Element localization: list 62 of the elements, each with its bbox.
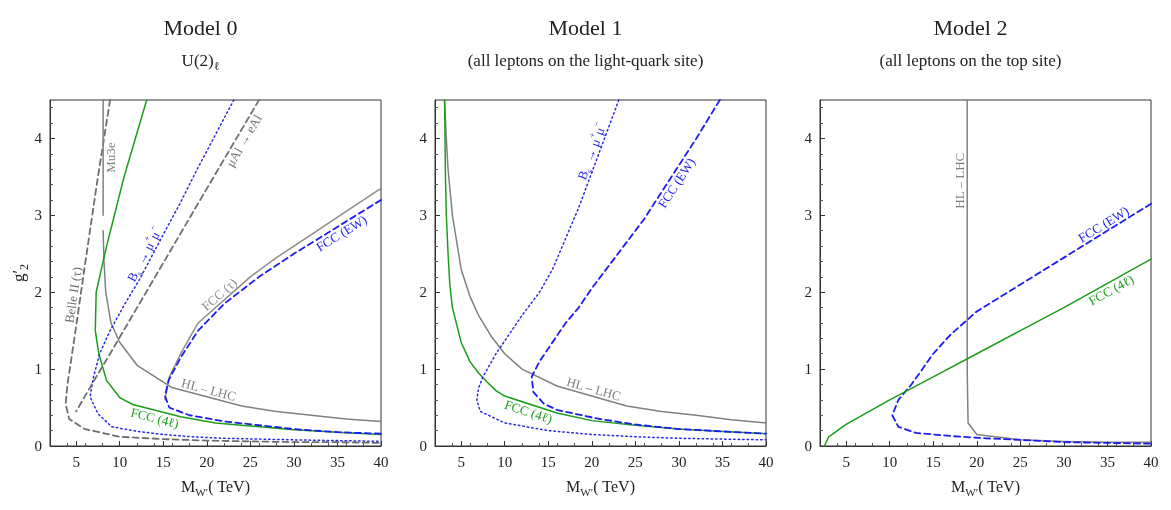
text: HL – LHC [179,375,238,404]
x-tick-label: 25 [242,453,258,470]
x-tick-label: 20 [969,453,985,470]
y-tick-label: 3 [419,207,427,224]
y-tick-label: 3 [804,207,812,224]
x-tick-label: 35 [329,453,345,470]
x-tick-label: 5 [72,453,80,470]
x-tick-label: 30 [671,453,687,470]
x-tick-label: 10 [497,453,513,470]
y-tick-label: 0 [34,438,42,454]
x-tick-label: 20 [584,453,600,470]
y-tick-label: 2 [804,284,812,301]
chart-subtitle: (all leptons on the light-quark site) [467,51,704,70]
x-tick-label: 40 [1143,453,1159,470]
line-series [966,99,1152,443]
x-tick-label: 20 [199,453,215,470]
chart-title: Model 2 [933,14,1008,40]
y-tick-label: 1 [34,361,42,378]
x-tick-label: 25 [627,453,643,470]
line-series [823,258,1152,447]
text: Belle II (τ) [61,265,85,325]
text: FCC (4ℓ) [129,404,181,432]
chart-title: Model 1 [548,14,623,40]
x-tick-label: 10 [112,453,128,470]
x-tick-label: 15 [925,453,941,470]
x-tick-label: 25 [1012,453,1028,470]
y-axis-title: g′2 [8,263,31,283]
x-tick-label: 5 [842,453,850,470]
line-series [530,99,767,435]
text: HL – LHC [564,373,623,404]
x-tick-label: 5 [457,453,465,470]
x-tick-label: 30 [1056,453,1072,470]
y-tick-label: 4 [804,130,813,147]
text: HL – LHC [952,152,968,209]
text: Mu3e [103,142,119,173]
y-tick-label: 2 [419,284,427,301]
text: FCC (EW) [313,211,370,255]
y-tick-label: 4 [419,130,428,147]
x-tick-label: 10 [882,453,898,470]
chart-subtitle: (all leptons on the top site) [879,51,1062,70]
text: μAl → eAl [222,111,266,170]
x-tick-label: 35 [714,453,730,470]
text: Bs → μ+μ− [123,223,163,285]
x-tick-label: 15 [155,453,171,470]
chart-title: Model 0 [163,14,238,40]
y-tick-label: 0 [419,438,427,454]
x-tick-label: 40 [758,453,774,470]
y-tick-label: 4 [34,130,43,147]
x-tick-label: 40 [373,453,389,470]
text: FCC (4ℓ) [1085,271,1137,309]
y-tick-label: 1 [419,361,427,378]
text: FCC (4ℓ) [502,396,555,427]
text: FCC (τ) [198,274,240,314]
y-tick-label: 0 [804,438,812,454]
x-tick-label: 30 [286,453,302,470]
text: FCC (EW) [1075,203,1132,246]
y-tick-label: 3 [34,207,42,224]
text: Bs → μ+μ− [574,119,608,182]
y-tick-label: 1 [804,361,812,378]
y-tick-label: 2 [34,284,42,301]
x-tick-label: 15 [540,453,556,470]
x-tick-label: 35 [1099,453,1115,470]
